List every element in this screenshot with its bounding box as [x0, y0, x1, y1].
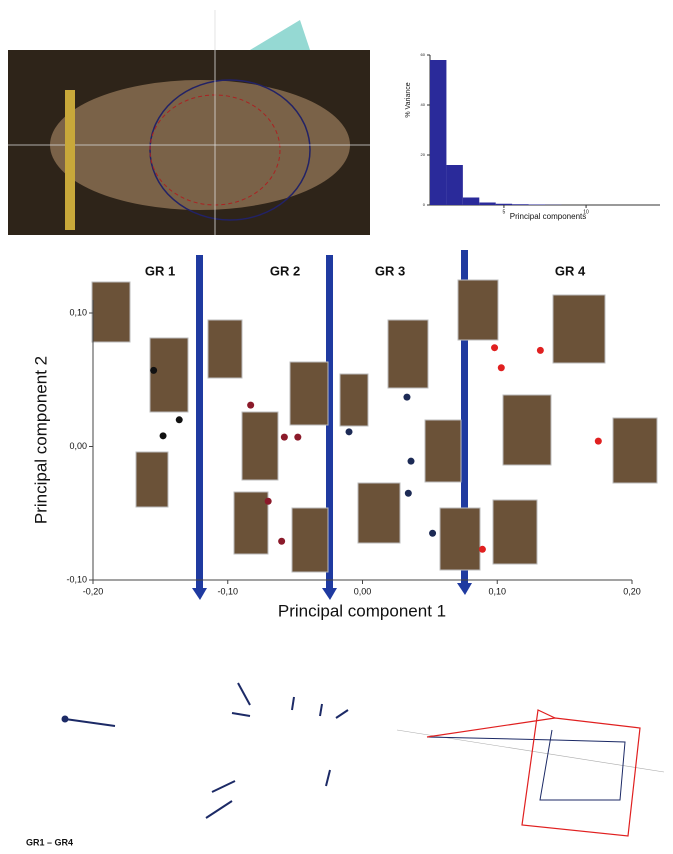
x-tick-label: 0,00 [354, 586, 372, 596]
x-tick-label: 0,10 [488, 586, 506, 596]
point [405, 490, 412, 497]
bar [512, 204, 528, 205]
point [150, 367, 157, 374]
point [491, 344, 498, 351]
group-label: GR 4 [555, 263, 586, 278]
bar [496, 204, 512, 205]
skull-photo [8, 10, 370, 235]
bar [529, 205, 545, 206]
bar [463, 198, 479, 206]
point [265, 498, 272, 505]
group-label: GR 3 [375, 263, 405, 278]
x-tick-label: -0,20 [83, 586, 104, 596]
y-tick-label: 60 [421, 52, 426, 57]
figure: GR1 – GR4 0204060510Principal components… [0, 0, 673, 854]
bar [430, 60, 446, 205]
point [408, 458, 415, 465]
x-tick-label: 5 [503, 209, 506, 215]
point [346, 428, 353, 435]
point [294, 434, 301, 441]
point [160, 432, 167, 439]
y-axis-title: Principal component 2 [31, 356, 50, 524]
x-tick-label: -0,10 [217, 586, 238, 596]
y-tick-label: 0,00 [69, 441, 87, 451]
bar [479, 203, 495, 206]
point [278, 538, 285, 545]
point [176, 416, 183, 423]
bar [446, 165, 462, 205]
y-tick-label: 0,10 [69, 307, 87, 317]
y-tick-label: 40 [421, 102, 426, 107]
thumbnails [92, 280, 657, 572]
point [595, 438, 602, 445]
point [403, 394, 410, 401]
point [429, 530, 436, 537]
y-tick-label: 0 [423, 202, 426, 207]
x-axis-title: Principal components [510, 212, 586, 221]
group-label: GR 1 [145, 263, 175, 278]
x-tick-label: 0,20 [623, 586, 641, 596]
y-axis-title: % Variance [405, 82, 412, 117]
point [498, 364, 505, 371]
point [247, 402, 254, 409]
point [537, 347, 544, 354]
x-axis-title: Principal component 1 [278, 601, 446, 620]
vector-diagrams [63, 683, 665, 836]
y-tick-label: 20 [421, 152, 426, 157]
page: GR1 – GR4 0204060510Principal components… [0, 0, 673, 854]
caption: GR1 – GR4 [26, 837, 73, 847]
point [281, 434, 288, 441]
y-tick-label: -0,10 [66, 574, 87, 584]
point [479, 546, 486, 553]
group-label: GR 2 [270, 263, 300, 278]
